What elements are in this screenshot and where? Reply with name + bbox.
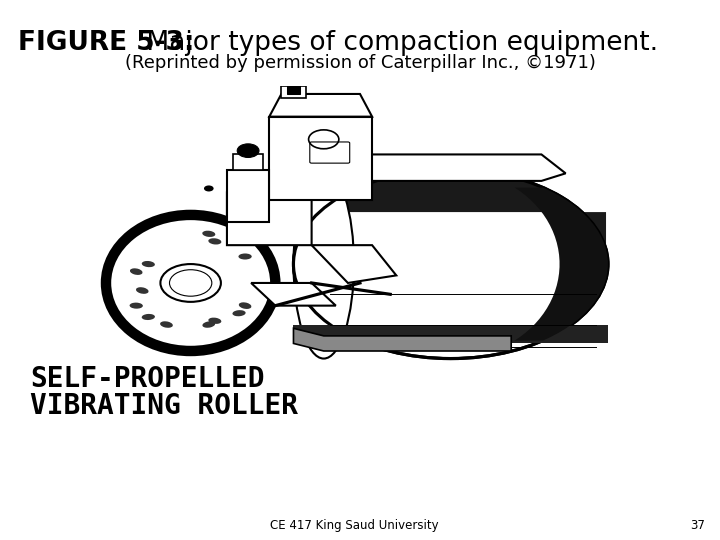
FancyBboxPatch shape (310, 142, 350, 163)
Polygon shape (227, 170, 269, 222)
Ellipse shape (208, 318, 221, 324)
Ellipse shape (202, 231, 215, 237)
Text: CE 417 King Saud University: CE 417 King Saud University (270, 519, 438, 532)
Bar (287, 79, 300, 94)
Bar (294, 325, 608, 343)
Circle shape (290, 69, 309, 80)
Ellipse shape (136, 287, 148, 294)
Ellipse shape (106, 215, 275, 351)
Text: Major types of compaction equipment.: Major types of compaction equipment. (138, 30, 658, 56)
Circle shape (169, 269, 212, 296)
Ellipse shape (239, 302, 251, 309)
Ellipse shape (130, 302, 143, 309)
Polygon shape (269, 94, 372, 117)
Ellipse shape (202, 321, 215, 328)
Ellipse shape (208, 238, 221, 245)
Ellipse shape (142, 314, 155, 320)
Bar (233, 154, 264, 170)
Text: VIBRATING ROLLER: VIBRATING ROLLER (30, 392, 298, 420)
Ellipse shape (233, 310, 246, 316)
Ellipse shape (294, 170, 608, 359)
Polygon shape (294, 328, 511, 351)
Circle shape (237, 144, 259, 158)
Ellipse shape (142, 261, 155, 267)
Circle shape (204, 185, 214, 192)
Polygon shape (515, 187, 608, 341)
Ellipse shape (130, 268, 143, 275)
Ellipse shape (233, 238, 246, 245)
Polygon shape (295, 170, 606, 249)
Text: FIGURE 5-3:: FIGURE 5-3: (18, 30, 194, 56)
Ellipse shape (238, 253, 252, 260)
Polygon shape (269, 117, 372, 200)
Text: 37: 37 (690, 519, 705, 532)
Bar (282, 86, 305, 98)
Polygon shape (251, 283, 336, 306)
Ellipse shape (294, 170, 354, 359)
Circle shape (161, 264, 221, 302)
Ellipse shape (121, 225, 260, 341)
Polygon shape (227, 181, 312, 245)
Polygon shape (300, 154, 566, 181)
Ellipse shape (160, 321, 173, 328)
Text: (Reprinted by permission of Caterpillar Inc., ©1971): (Reprinted by permission of Caterpillar … (125, 54, 595, 72)
Text: SELF-PROPELLED: SELF-PROPELLED (30, 365, 264, 393)
Polygon shape (312, 245, 396, 283)
